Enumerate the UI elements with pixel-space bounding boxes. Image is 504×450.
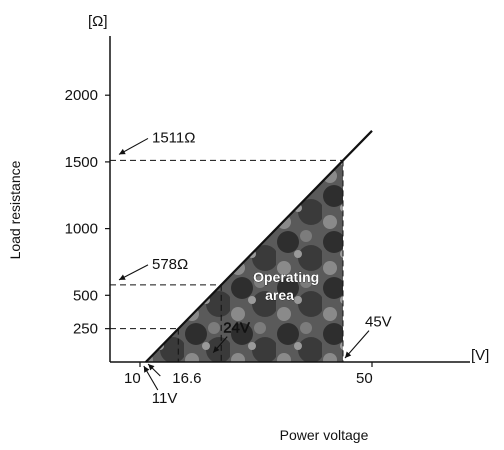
y-tick-label: 1500 (65, 154, 98, 171)
x-tick-label: 50 (356, 370, 373, 387)
y-tick-label: 2000 (65, 87, 98, 104)
x-axis-label: Power voltage (280, 427, 369, 443)
annotation-arrowhead (119, 274, 126, 280)
operating-area-label: area (265, 287, 294, 303)
annotation-label: 45V (365, 314, 392, 331)
axes-layer (109, 36, 470, 363)
y-axis-label: Load resistance (7, 160, 23, 259)
operating-area-label: Operating (253, 269, 319, 285)
annotation-label: 16.6 (172, 370, 201, 387)
annotation-arrowhead (143, 366, 150, 373)
annotation-label: 24V (223, 320, 250, 337)
x-tick-label: 10 (124, 370, 141, 387)
series-line (145, 130, 373, 363)
annotation-label: 11V (152, 390, 178, 407)
line-layer (145, 130, 373, 363)
y-tick-label: 250 (73, 321, 98, 338)
annotation-arrowhead (213, 346, 220, 353)
annotation-arrowhead (345, 351, 352, 358)
annotation-arrow (344, 330, 370, 359)
annotation-arrowhead (119, 148, 126, 155)
y-unit-label: [Ω] (88, 13, 108, 30)
ann-layer: 1511Ω 578Ω 16.6 24V 45V 11V (118, 129, 392, 407)
x-unit-label: [V] (471, 347, 489, 364)
guides-layer (110, 159, 344, 362)
y-tick-label: 500 (73, 287, 98, 304)
annotation-label: 578Ω (152, 256, 188, 273)
y-tick-label: 1000 (65, 221, 98, 238)
annotation-label: 1511Ω (152, 129, 195, 146)
ticks-layer: 250 500 1000 1500 2000 10 50 (65, 87, 373, 387)
annotation-arrowhead (148, 364, 155, 371)
